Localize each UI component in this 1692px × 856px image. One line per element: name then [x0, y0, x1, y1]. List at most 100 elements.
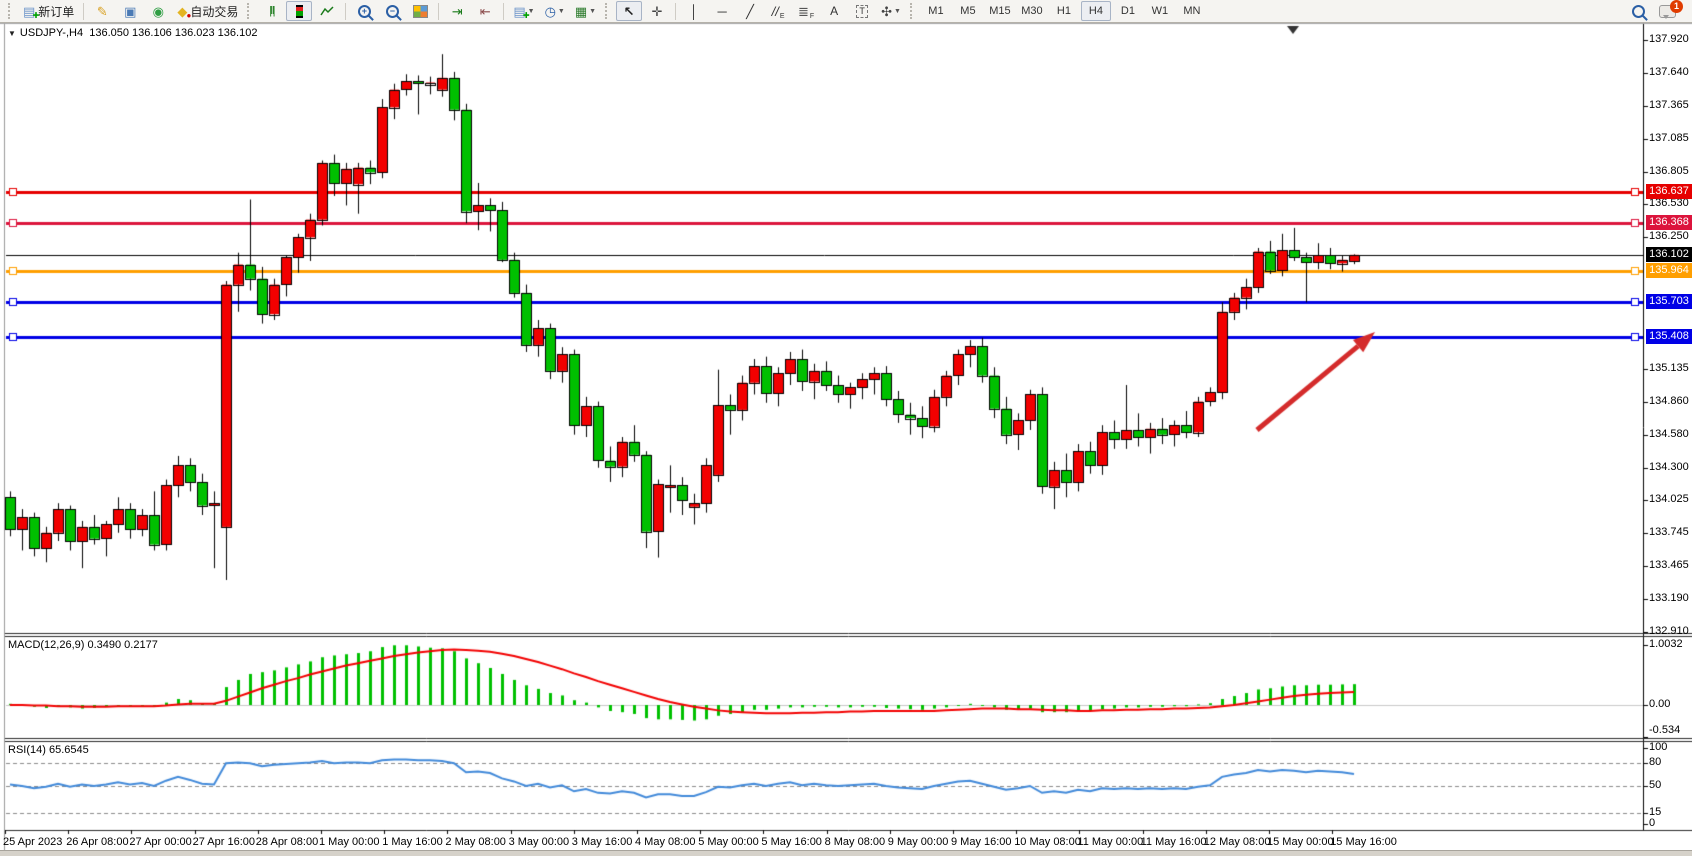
candlestick-chart-button[interactable]: [286, 1, 313, 21]
symbol-dropdown-icon[interactable]: ▼: [8, 29, 16, 38]
vertical-line-button[interactable]: │: [681, 1, 707, 21]
candlestick-icon: [295, 4, 303, 18]
indicators-button[interactable]: ▤ ✚ ▼: [509, 1, 538, 21]
toolbar-separator: [345, 2, 347, 20]
price-tick: 133.745: [1649, 526, 1689, 539]
time-label: 28 Apr 08:00: [255, 836, 319, 848]
time-label: 8 May 08:00: [824, 836, 886, 848]
timeframe-h4[interactable]: H4: [1080, 1, 1111, 21]
horizontal-line-button[interactable]: ─: [709, 1, 735, 21]
chart-shift-button[interactable]: ⇥: [444, 1, 470, 21]
bar-chart-icon: |‖|: [269, 4, 275, 17]
indicators-icon: ▤ ✚: [513, 3, 530, 20]
crosshair-icon: ✛: [651, 3, 663, 19]
chart-title: ▼ USDJPY-,H4 136.050 136.106 136.023 136.…: [8, 27, 257, 39]
ohlc-readout: 136.050 136.106 136.023 136.102: [89, 27, 258, 39]
price-tick: 136.250: [1649, 230, 1689, 243]
timeframe-m5[interactable]: M5: [960, 5, 976, 17]
price-tick: 137.085: [1649, 131, 1689, 144]
news-button[interactable]: ◉: [145, 1, 171, 21]
toolbar-grip[interactable]: [605, 3, 611, 19]
channel-button[interactable]: //E: [771, 3, 785, 21]
time-label: 15 May 16:00: [1330, 836, 1397, 848]
rsi-scale-label: 50: [1649, 779, 1662, 791]
new-order-button[interactable]: ▤ ✚ 新订单: [19, 1, 78, 21]
chart-shift-icon: ⇥: [451, 3, 463, 19]
vertical-line-icon: │: [690, 3, 699, 19]
time-label: 15 May 00:00: [1267, 836, 1334, 848]
market-watch-button[interactable]: ▣: [117, 1, 143, 21]
time-label: 26 Apr 08:00: [66, 836, 129, 848]
text-icon: A: [830, 3, 839, 18]
fibonacci-icon: ≣: [797, 3, 809, 19]
timeframe-m30[interactable]: M30: [1021, 5, 1043, 17]
price-badge: 135.408: [1646, 328, 1692, 344]
periods-button[interactable]: ◷ ▼: [541, 1, 569, 21]
price-tick: 132.910: [1649, 624, 1689, 637]
time-label: 5 May 16:00: [761, 836, 822, 848]
sound-icon: ◉: [152, 3, 164, 19]
text-label-button[interactable]: T: [849, 1, 875, 21]
crosshair-button[interactable]: ✛: [644, 1, 670, 21]
timeframe-mn[interactable]: MN: [1183, 5, 1201, 17]
auto-scroll-button[interactable]: ⇤: [472, 1, 498, 21]
timeframe-m15[interactable]: M15: [989, 5, 1011, 17]
text-button[interactable]: A: [821, 1, 847, 21]
timeframe-group: M1 M5 M15 M30 H1 H4 D1 W1 MN: [920, 1, 1208, 21]
time-label: 25 Apr 2023: [3, 836, 63, 848]
toolbar-separator: [438, 2, 440, 20]
price-tick: 137.640: [1649, 66, 1689, 79]
tile-windows-button[interactable]: [407, 1, 433, 21]
line-chart-icon: [320, 6, 334, 16]
trendline-button[interactable]: ╱: [737, 1, 763, 21]
fibonacci-button[interactable]: ≣ F: [797, 3, 815, 21]
price-tick: 137.365: [1649, 98, 1689, 111]
crayon-icon: ✎: [96, 3, 108, 19]
zoom-in-button[interactable]: +: [351, 1, 377, 21]
zoom-out-button[interactable]: −: [379, 1, 405, 21]
timeframe-d1[interactable]: D1: [1120, 5, 1135, 17]
chat-icon[interactable]: 1: [1659, 0, 1683, 19]
templates-button[interactable]: ▦ ▼: [571, 1, 600, 21]
toolbar-separator: [83, 2, 85, 20]
time-label: 27 Apr 16:00: [192, 836, 255, 848]
macd-scale-label: -0.534: [1649, 724, 1681, 736]
rsi-scale-label: 100: [1649, 741, 1668, 753]
new-order-icon: ▤ ✚: [23, 3, 40, 20]
time-label: 4 May 08:00: [635, 836, 696, 848]
price-tick: 134.860: [1649, 394, 1689, 407]
zoom-in-icon: +: [357, 4, 371, 18]
line-chart-button[interactable]: [314, 1, 340, 21]
toolbar: ▤ ✚ 新订单 ✎ ▣ ◉ ◆ ● 自动交易 |‖| + − ⇥ ⇤ ▤ ✚ ▼ ◷ ▼ …: [0, 0, 1692, 23]
macd-scale-label: 1.0032: [1649, 638, 1683, 651]
bar-chart-button[interactable]: |‖|: [258, 1, 284, 21]
symbol-label: USDJPY-,H4: [19, 27, 84, 39]
time-label: 5 May 00:00: [698, 836, 759, 848]
toolbar-grip[interactable]: [909, 3, 916, 19]
rsi-scale-label: 15: [1649, 805, 1662, 818]
chevron-down-icon: ▼: [893, 7, 901, 15]
timeframe-m1[interactable]: M1: [928, 5, 944, 17]
time-label: 9 May 00:00: [887, 836, 949, 848]
toolbar-grip[interactable]: [8, 3, 14, 19]
toolbar-grip[interactable]: [247, 3, 253, 19]
time-label: 3 May 16:00: [571, 836, 633, 848]
arrows-button[interactable]: ✣ ▼: [877, 1, 905, 21]
autotrading-button[interactable]: ◆ ● 自动交易: [173, 1, 242, 21]
time-label: 1 May 00:00: [319, 836, 380, 848]
chart-doc-icon: ▣: [124, 3, 137, 19]
search-icon[interactable]: [1632, 4, 1645, 18]
timeframe-w1[interactable]: W1: [1151, 5, 1169, 17]
timeframe-h1[interactable]: H1: [1056, 5, 1071, 17]
price-tick: 136.805: [1649, 164, 1689, 177]
toolbar-right: 1: [1632, 0, 1688, 19]
styler-button[interactable]: ✎: [89, 1, 115, 21]
cursor-button[interactable]: ↖: [616, 1, 643, 21]
price-badge: 135.964: [1646, 263, 1692, 279]
time-label: 2 May 08:00: [445, 836, 506, 848]
new-order-label: 新订单: [38, 4, 75, 19]
time-label: 10 May 08:00: [1014, 836, 1081, 848]
time-label: 12 May 08:00: [1203, 836, 1271, 848]
price-badge: 136.102: [1646, 246, 1692, 262]
